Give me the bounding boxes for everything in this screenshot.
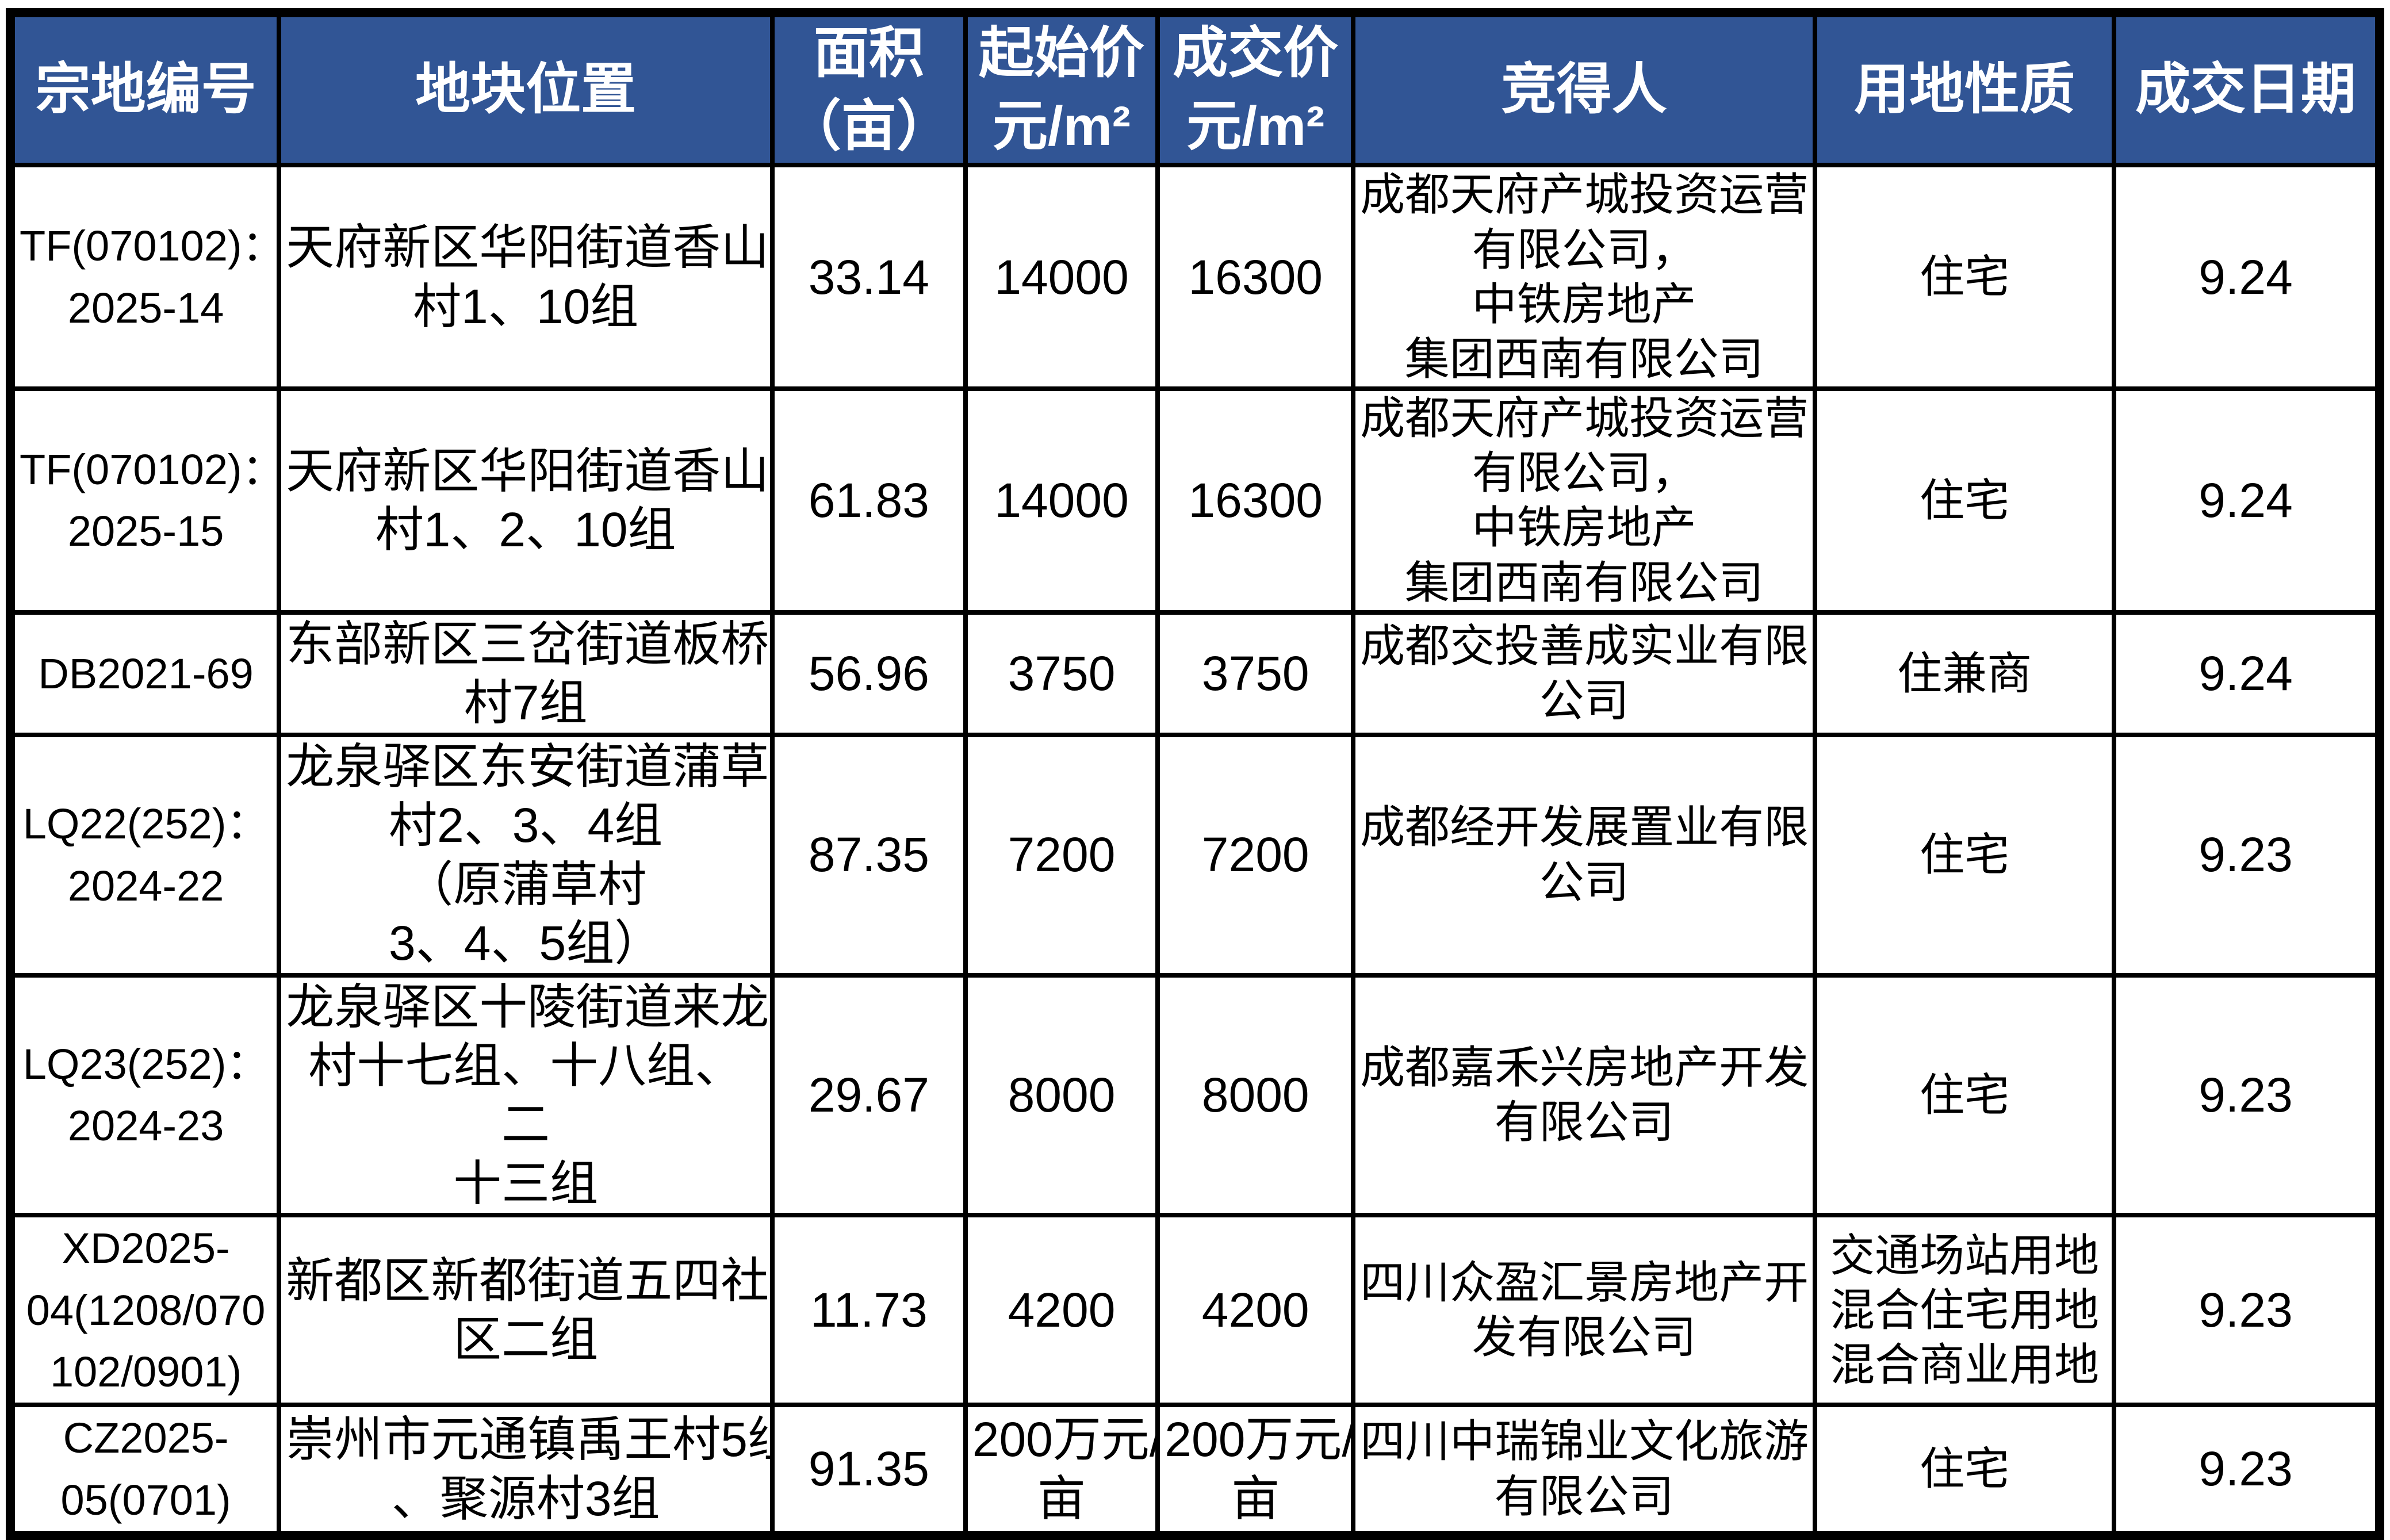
- table-row: TF(070102)： 2025-14 天府新区华阳街道香山 村1、10组 33.1…: [7, 163, 2382, 392]
- cell-winning-bidder: 成都交投善成实业有限 公司: [1351, 610, 1818, 737]
- cell-area-mu: 11.73: [769, 1213, 968, 1408]
- cell-winning-bidder: 四川中瑞锦业文化旅游 有限公司: [1351, 1403, 1818, 1538]
- cell-land-use: 住宅: [1813, 1403, 2117, 1538]
- header-transaction-date: 成交日期: [2112, 10, 2382, 168]
- cell-parcel-id: TF(070102)： 2025-14: [7, 163, 282, 392]
- cell-land-use: 交通场站用地 混合住宅用地 混合商业用地: [1813, 1213, 2117, 1408]
- table-row: TF(070102)： 2025-15 天府新区华阳街道香山 村1、2、10组 61…: [7, 386, 2382, 615]
- cell-transaction-date: 9.23: [2112, 1403, 2382, 1538]
- cell-plot-location: 天府新区华阳街道香山 村1、2、10组: [277, 386, 775, 615]
- cell-area-mu: 61.83: [769, 386, 968, 615]
- cell-transaction-price: 200万元/ 亩: [1155, 1403, 1356, 1538]
- cell-area-mu: 87.35: [769, 732, 968, 978]
- cell-transaction-date: 9.23: [2112, 732, 2382, 978]
- land-transaction-table: 宗地编号 地块位置 面积 （亩） 起始价 元/m² 成交价 元/m² 竞得人 用地性质 成交日…: [6, 8, 2384, 1540]
- cell-parcel-id: DB2021-69: [7, 610, 282, 737]
- cell-starting-price: 4200: [963, 1213, 1160, 1408]
- table-header-row: 宗地编号 地块位置 面积 （亩） 起始价 元/m² 成交价 元/m² 竞得人 用地性质 成交日…: [7, 10, 2382, 168]
- cell-transaction-date: 9.24: [2112, 610, 2382, 737]
- cell-transaction-price: 16300: [1155, 386, 1356, 615]
- cell-parcel-id: CZ2025- 05(0701): [7, 1403, 282, 1538]
- cell-plot-location: 龙泉驿区十陵街道来龙 村十七组、十八组、二 十三组: [277, 972, 775, 1218]
- header-parcel-id: 宗地编号: [7, 10, 282, 168]
- cell-transaction-price: 7200: [1155, 732, 1356, 978]
- cell-starting-price: 7200: [963, 732, 1160, 978]
- cell-area-mu: 56.96: [769, 610, 968, 737]
- table-body: TF(070102)： 2025-14 天府新区华阳街道香山 村1、10组 33.1…: [7, 163, 2382, 1538]
- cell-transaction-price: 8000: [1155, 972, 1356, 1218]
- land-transaction-table-page: 宗地编号 地块位置 面积 （亩） 起始价 元/m² 成交价 元/m² 竞得人 用地性质 成交日…: [6, 8, 2384, 1540]
- cell-transaction-price: 16300: [1155, 163, 1356, 392]
- header-land-use: 用地性质: [1813, 10, 2117, 168]
- cell-land-use: 住兼商: [1813, 610, 2117, 737]
- cell-transaction-date: 9.23: [2112, 972, 2382, 1218]
- cell-land-use: 住宅: [1813, 386, 2117, 615]
- cell-plot-location: 龙泉驿区东安街道蒲草 村2、3、4组（原蒲草村 3、4、5组）: [277, 732, 775, 978]
- cell-winning-bidder: 成都经开发展置业有限 公司: [1351, 732, 1818, 978]
- cell-parcel-id: LQ23(252)： 2024-23: [7, 972, 282, 1218]
- cell-land-use: 住宅: [1813, 163, 2117, 392]
- cell-area-mu: 33.14: [769, 163, 968, 392]
- cell-plot-location: 崇州市元通镇禹王村5组 、聚源村3组: [277, 1403, 775, 1538]
- cell-winning-bidder: 成都天府产城投资运营 有限公司，中铁房地产 集团西南有限公司: [1351, 386, 1818, 615]
- cell-winning-bidder: 四川众盈汇景房地产开 发有限公司: [1351, 1213, 1818, 1408]
- header-area-mu: 面积 （亩）: [769, 10, 968, 168]
- cell-land-use: 住宅: [1813, 972, 2117, 1218]
- cell-winning-bidder: 成都嘉禾兴房地产开发 有限公司: [1351, 972, 1818, 1218]
- cell-land-use: 住宅: [1813, 732, 2117, 978]
- cell-transaction-date: 9.24: [2112, 163, 2382, 392]
- cell-transaction-price: 4200: [1155, 1213, 1356, 1408]
- header-starting-price: 起始价 元/m²: [963, 10, 1160, 168]
- cell-parcel-id: TF(070102)： 2025-15: [7, 386, 282, 615]
- table-row: LQ23(252)： 2024-23 龙泉驿区十陵街道来龙 村十七组、十八组、二 …: [7, 972, 2382, 1218]
- table-row: DB2021-69 东部新区三岔街道板桥 村7组 56.96 3750 3750 成都交投…: [7, 610, 2382, 737]
- cell-plot-location: 东部新区三岔街道板桥 村7组: [277, 610, 775, 737]
- cell-starting-price: 14000: [963, 386, 1160, 615]
- cell-parcel-id: LQ22(252)： 2024-22: [7, 732, 282, 978]
- cell-starting-price: 200万元/ 亩: [963, 1403, 1160, 1538]
- cell-transaction-date: 9.23: [2112, 1213, 2382, 1408]
- cell-starting-price: 8000: [963, 972, 1160, 1218]
- header-transaction-price: 成交价 元/m²: [1155, 10, 1356, 168]
- header-plot-location: 地块位置: [277, 10, 775, 168]
- header-winning-bidder: 竞得人: [1351, 10, 1818, 168]
- cell-transaction-date: 9.24: [2112, 386, 2382, 615]
- cell-winning-bidder: 成都天府产城投资运营 有限公司，中铁房地产 集团西南有限公司: [1351, 163, 1818, 392]
- table-row: LQ22(252)： 2024-22 龙泉驿区东安街道蒲草 村2、3、4组（原蒲草…: [7, 732, 2382, 978]
- cell-starting-price: 14000: [963, 163, 1160, 392]
- table-row: XD2025- 04(1208/070 102/0901) 新都区新都街道五四社 …: [7, 1213, 2382, 1408]
- cell-starting-price: 3750: [963, 610, 1160, 737]
- cell-plot-location: 新都区新都街道五四社 区二组: [277, 1213, 775, 1408]
- table-row: CZ2025- 05(0701) 崇州市元通镇禹王村5组 、聚源村3组 91.35 2…: [7, 1403, 2382, 1538]
- cell-transaction-price: 3750: [1155, 610, 1356, 737]
- cell-plot-location: 天府新区华阳街道香山 村1、10组: [277, 163, 775, 392]
- cell-area-mu: 29.67: [769, 972, 968, 1218]
- cell-area-mu: 91.35: [769, 1403, 968, 1538]
- cell-parcel-id: XD2025- 04(1208/070 102/0901): [7, 1213, 282, 1408]
